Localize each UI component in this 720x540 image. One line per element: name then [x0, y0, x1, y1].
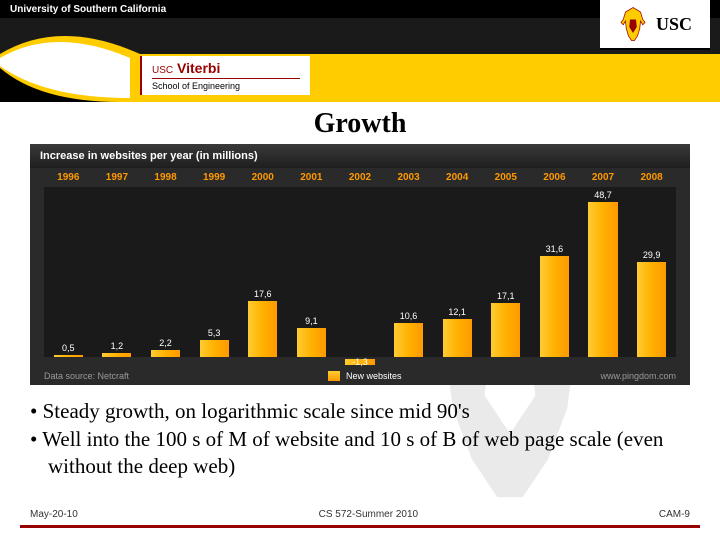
footer-date: May-20-10	[30, 509, 78, 520]
usc-wordmark: USC	[656, 14, 692, 35]
bar	[151, 350, 180, 357]
footer-slide-num: CAM-9	[659, 509, 690, 520]
bar	[394, 323, 423, 357]
chart-year-label: 2003	[384, 172, 433, 183]
chart-year-label: 1999	[190, 172, 239, 183]
viterbi-line2: School of Engineering	[152, 78, 300, 91]
bar	[248, 301, 277, 357]
bar-value-label: 17,6	[254, 289, 272, 299]
bar-value-label: 0,5	[62, 343, 75, 353]
bar	[54, 355, 83, 357]
bar	[637, 262, 666, 357]
chart-year-label: 1997	[93, 172, 142, 183]
university-name: University of Southern California	[10, 4, 166, 15]
chart-year-label: 2005	[481, 172, 530, 183]
slide-title: Growth	[0, 108, 720, 140]
bar	[200, 340, 229, 357]
bullet-item: Well into the 100 s of M of website and …	[30, 426, 690, 479]
bar-value-label: 5,3	[208, 328, 221, 338]
bar-slot: 17,1	[481, 187, 530, 357]
bar-slot: 2,2	[141, 187, 190, 357]
chart-attribution: www.pingdom.com	[600, 371, 676, 381]
chart-year-label: 2002	[336, 172, 385, 183]
bar-value-label: 12,1	[448, 307, 466, 317]
bar-slot: -1,3	[336, 187, 385, 357]
bar-slot: 9,1	[287, 187, 336, 357]
chart-years-row: 1996199719981999200020012002200320042005…	[30, 168, 690, 183]
chart-year-label: 2008	[627, 172, 676, 183]
bar-value-label: 2,2	[159, 338, 172, 348]
chart-year-label: 1996	[44, 172, 93, 183]
legend-swatch	[328, 371, 340, 381]
bar-value-label: 9,1	[305, 316, 318, 326]
bar-value-label: 31,6	[546, 244, 564, 254]
bar-slot: 31,6	[530, 187, 579, 357]
bar	[588, 202, 617, 357]
bar-value-label: 1,2	[111, 341, 124, 351]
chart-year-label: 2007	[579, 172, 628, 183]
chart-year-label: 1998	[141, 172, 190, 183]
bar-slot: 29,9	[627, 187, 676, 357]
bar-slot: 5,3	[190, 187, 239, 357]
bar	[540, 256, 569, 357]
chart-source: Data source: Netcraft	[44, 371, 129, 381]
bar-slot: 1,2	[93, 187, 142, 357]
bullet-item: Steady growth, on logarithmic scale sinc…	[30, 398, 690, 424]
bar-slot: 48,7	[579, 187, 628, 357]
usc-badge: USC	[600, 0, 710, 50]
growth-chart: Increase in websites per year (in millio…	[30, 144, 690, 384]
bar-value-label: -1,3	[352, 357, 368, 367]
chart-year-label: 2000	[238, 172, 287, 183]
bar-value-label: 29,9	[643, 250, 661, 260]
legend-label: New websites	[346, 371, 402, 381]
bar	[491, 303, 520, 357]
bottom-rule	[20, 525, 700, 528]
bar-slot: 12,1	[433, 187, 482, 357]
slide-footer: May-20-10 CS 572-Summer 2010 CAM-9	[30, 509, 690, 520]
bar-slot: 0,5	[44, 187, 93, 357]
bar-slot: 10,6	[384, 187, 433, 357]
chart-year-label: 2001	[287, 172, 336, 183]
bar	[443, 319, 472, 358]
bar-value-label: 48,7	[594, 190, 612, 200]
bar	[297, 328, 326, 357]
bullet-list: Steady growth, on logarithmic scale sinc…	[30, 398, 690, 479]
footer-course: CS 572-Summer 2010	[319, 509, 419, 520]
trojan-icon	[618, 6, 648, 42]
bar-slot: 17,6	[238, 187, 287, 357]
chart-bars-area: 0,5 1,2 2,2 5,3 17,6 9,1 -1,3 10,6 12,1 17,1 31,6 4…	[44, 187, 676, 357]
viterbi-line1: USC Viterbi	[152, 60, 300, 76]
chart-year-label: 2006	[530, 172, 579, 183]
bar-value-label: 17,1	[497, 291, 515, 301]
chart-title: Increase in websites per year (in millio…	[30, 144, 690, 168]
lower-band	[0, 54, 720, 102]
bar-value-label: 10,6	[400, 311, 418, 321]
chart-year-label: 2004	[433, 172, 482, 183]
bar	[102, 353, 131, 357]
viterbi-logo-box: USC Viterbi School of Engineering	[140, 56, 310, 95]
chart-legend: New websites	[328, 371, 402, 381]
